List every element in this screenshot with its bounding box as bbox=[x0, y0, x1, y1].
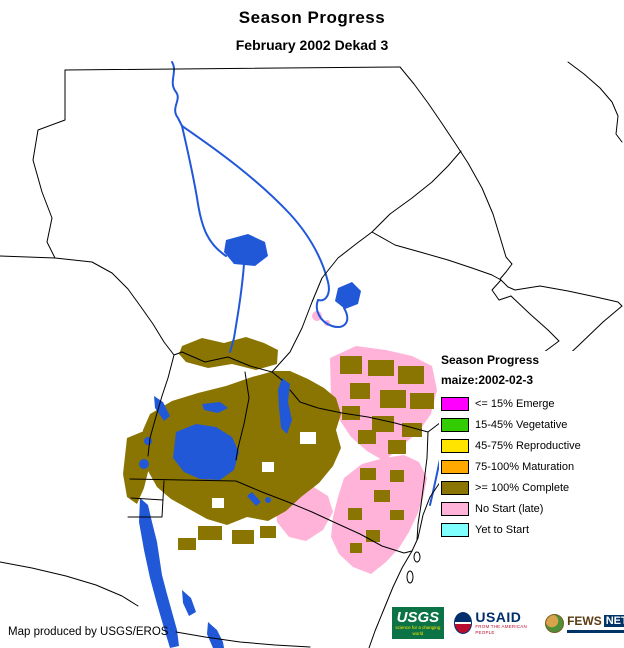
globe-icon bbox=[545, 613, 565, 633]
legend-item: <= 15% Emerge bbox=[441, 396, 597, 411]
legend-item-label: Yet to Start bbox=[475, 523, 530, 536]
legend-item: Yet to Start bbox=[441, 522, 597, 537]
season-complete-region bbox=[123, 337, 434, 553]
legend-item-label: No Start (late) bbox=[475, 502, 544, 515]
legend-color-chip bbox=[441, 522, 469, 537]
legend-title: Season Progress bbox=[441, 353, 540, 367]
legend-item-label: <= 15% Emerge bbox=[475, 397, 555, 410]
usgs-logo-text: USGS bbox=[396, 608, 440, 626]
legend-subtitle: maize:2002-02-3 bbox=[441, 373, 534, 387]
usaid-logo-text: USAID bbox=[475, 609, 522, 625]
usaid-seal-icon bbox=[453, 612, 473, 634]
legend-color-chip bbox=[441, 459, 469, 474]
legend-color-chip bbox=[441, 438, 469, 453]
legend-item: No Start (late) bbox=[441, 501, 597, 516]
legend: Season Progress maize:2002-02-3 <= 15% E… bbox=[439, 351, 597, 548]
legend-color-chip bbox=[441, 396, 469, 411]
lakes bbox=[139, 234, 361, 648]
legend-item-label: >= 100% Complete bbox=[475, 481, 570, 494]
usaid-logo: USAID FROM THE AMERICAN PEOPLE bbox=[453, 609, 535, 636]
legend-color-chip bbox=[441, 501, 469, 516]
fewsnet-logo-net-text: NET bbox=[603, 614, 624, 627]
legend-item-label: 15-45% Vegetative bbox=[475, 418, 568, 431]
fewsnet-logo: FEWS NET bbox=[545, 613, 624, 633]
legend-item: 15-45% Vegetative bbox=[441, 417, 597, 432]
legend-item-label: 45-75% Reproductive bbox=[475, 439, 581, 452]
legend-item-label: 75-100% Maturation bbox=[475, 460, 575, 473]
region-gaps bbox=[212, 432, 316, 508]
legend-item: 75-100% Maturation bbox=[441, 459, 597, 474]
page-title: Season Progress bbox=[238, 8, 386, 27]
legend-items: <= 15% Emerge 15-45% Vegetative 45-75% Rep… bbox=[441, 396, 597, 537]
usgs-logo: USGS science for a changing world bbox=[392, 607, 444, 639]
legend-item: >= 100% Complete bbox=[441, 480, 597, 495]
legend-color-chip bbox=[441, 480, 469, 495]
legend-color-chip bbox=[441, 417, 469, 432]
page-subtitle: February 2002 Dekad 3 bbox=[235, 37, 389, 53]
usgs-logo-tagline: science for a changing world bbox=[395, 624, 441, 636]
legend-item: 45-75% Reproductive bbox=[441, 438, 597, 453]
usaid-logo-tagline: FROM THE AMERICAN PEOPLE bbox=[475, 624, 527, 635]
map-credit: Map produced by USGS/EROS bbox=[8, 626, 169, 638]
footer-logos: USGS science for a changing world USAID … bbox=[392, 607, 624, 639]
fewsnet-logo-bar bbox=[567, 629, 624, 633]
fewsnet-logo-text: FEWS bbox=[567, 613, 602, 628]
